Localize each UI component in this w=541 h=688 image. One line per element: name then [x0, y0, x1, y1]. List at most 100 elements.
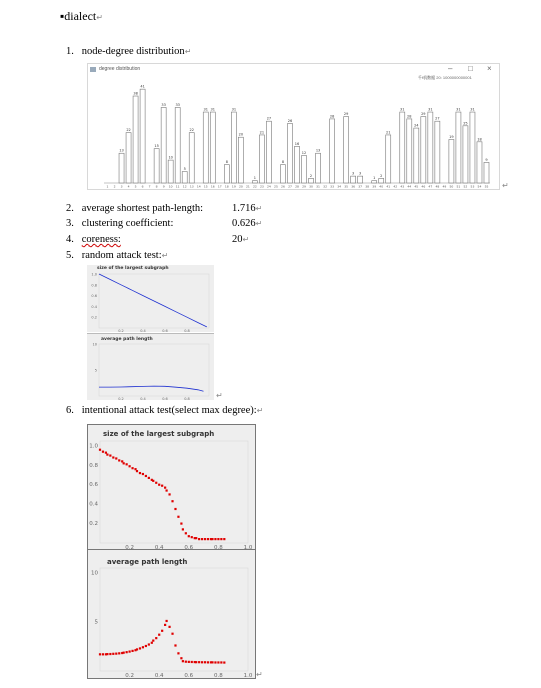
plot-area — [99, 567, 249, 672]
item-number: 2. — [66, 203, 74, 214]
item-3-value: 0.626↵ — [232, 218, 262, 229]
data-point — [112, 456, 115, 459]
bar — [483, 162, 490, 184]
bar-value-label: 31 — [211, 108, 215, 112]
x-tick-label: 53 — [471, 185, 475, 189]
paragraph-mark-icon: ↵ — [216, 391, 223, 400]
bar — [188, 132, 195, 184]
bar — [329, 118, 335, 184]
data-point — [161, 484, 164, 487]
x-tick-label: 19 — [232, 185, 236, 189]
data-point — [104, 653, 108, 656]
data-point — [141, 472, 145, 476]
data-point — [171, 632, 174, 635]
panel-title: size of the largest subgraph — [97, 266, 169, 271]
attack-subgraph-panel: size of the largest subgraph 1.0 0.8 0.6 0.… — [87, 424, 256, 550]
x-tick-label: 28 — [295, 185, 299, 189]
x-tick-label: 1 — [107, 185, 109, 189]
maximize-button[interactable]: □ — [468, 64, 473, 73]
bar-value-label: 8 — [226, 160, 228, 164]
bar-value-label: 3 — [352, 172, 354, 176]
data-point — [144, 644, 147, 648]
random-pathlength-chart: 10 5 0.2 0.4 0.6 0.8 — [93, 343, 210, 400]
x-tick-label: 0.4 — [155, 545, 164, 550]
data-point — [125, 463, 128, 466]
data-point — [112, 652, 115, 655]
data-point — [198, 538, 201, 541]
x-tick-label: 33 — [330, 185, 334, 189]
paragraph-mark-icon: ↵ — [242, 235, 250, 244]
x-tick-label: 23 — [260, 185, 264, 189]
paragraph-mark-icon: ↵ — [96, 13, 103, 22]
bar-value-label: 29 — [344, 112, 348, 116]
data-point — [209, 538, 213, 541]
degree-distribution-window: degree distribution – □ × 千f机数据 20: 1000… — [87, 63, 500, 190]
bar — [371, 180, 378, 184]
data-point — [181, 660, 184, 663]
bar-value-label: 28 — [330, 114, 334, 118]
bar — [118, 152, 125, 184]
bar — [202, 111, 209, 184]
data-point — [164, 623, 167, 626]
data-point — [193, 537, 196, 540]
y-tick-label: 5 — [95, 369, 97, 373]
data-point — [181, 528, 184, 531]
x-tick-label: 35 — [344, 185, 348, 189]
data-point — [165, 489, 168, 492]
bar — [224, 164, 230, 184]
data-point — [131, 649, 134, 652]
bar-value-label: 15 — [154, 144, 158, 148]
attack-pathlength-chart: 10 5 0.2 0.4 0.6 0.8 1.0 — [91, 567, 253, 678]
x-tick-label: 24 — [267, 185, 271, 189]
bar-value-label: 21 — [386, 130, 390, 134]
x-tick-label: 12 — [183, 185, 187, 189]
bar-value-label: 2 — [310, 174, 312, 178]
paragraph-mark-icon: ↵ — [502, 181, 509, 190]
bar-value-label: 20 — [239, 133, 243, 137]
x-tick-label: 42 — [393, 185, 397, 189]
bar — [357, 175, 363, 184]
x-tick-label: 51 — [457, 185, 461, 189]
x-tick-label: 14 — [197, 185, 201, 189]
x-tick-label: 18 — [225, 185, 229, 189]
data-point — [220, 538, 223, 541]
bar-value-label: 31 — [204, 108, 208, 112]
data-point — [121, 651, 124, 655]
paragraph-mark-icon: ↵ — [256, 670, 263, 679]
data-point — [141, 646, 145, 649]
x-tick-label: 0.8 — [214, 673, 223, 678]
data-point — [223, 661, 226, 664]
x-tick-label: 0.8 — [214, 545, 223, 550]
app-icon — [90, 67, 96, 72]
data-point — [209, 661, 213, 664]
bar-value-label: 22 — [189, 128, 193, 132]
x-tick-label: 0.2 — [125, 545, 134, 550]
bar — [378, 178, 385, 184]
x-tick-label: 31 — [316, 185, 320, 189]
data-point — [180, 522, 183, 525]
x-tick-label: 2 — [114, 185, 116, 189]
data-point — [184, 532, 187, 535]
data-point — [122, 462, 125, 465]
x-tick-label: 25 — [274, 185, 278, 189]
bar-value-label: 33 — [161, 103, 165, 107]
data-point — [98, 448, 102, 451]
x-tick-label: 26 — [281, 185, 285, 189]
data-point — [104, 451, 108, 454]
window-titlebar[interactable]: degree distribution – □ × — [88, 64, 499, 76]
minimize-button[interactable]: – — [448, 64, 453, 73]
series-line — [99, 385, 204, 392]
data-point — [106, 453, 109, 456]
y-tick-label: 0.2 — [89, 521, 98, 527]
data-point — [106, 653, 109, 656]
value-text: 20 — [232, 234, 243, 245]
data-point — [115, 457, 118, 460]
bar — [252, 180, 258, 184]
bar-value-label: 19 — [449, 135, 453, 139]
bar-value-label: 1 — [254, 176, 256, 180]
y-tick-label: 0.4 — [89, 502, 98, 508]
y-tick-label: 0.4 — [91, 305, 97, 309]
x-tick-label: 40 — [379, 185, 383, 189]
close-button[interactable]: × — [487, 64, 492, 73]
